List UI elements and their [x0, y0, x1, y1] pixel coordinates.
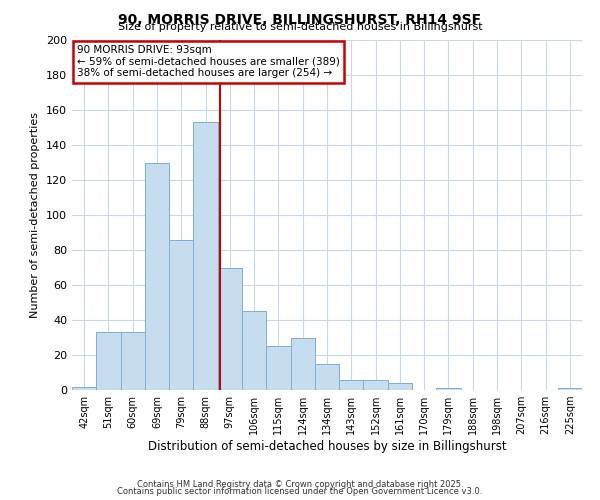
X-axis label: Distribution of semi-detached houses by size in Billingshurst: Distribution of semi-detached houses by … — [148, 440, 506, 453]
Text: Size of property relative to semi-detached houses in Billingshurst: Size of property relative to semi-detach… — [118, 22, 482, 32]
Bar — [364, 380, 388, 390]
Bar — [145, 162, 169, 390]
Bar — [315, 364, 339, 390]
Bar — [339, 380, 364, 390]
Bar — [193, 122, 218, 390]
Bar — [558, 388, 582, 390]
Bar — [169, 240, 193, 390]
Bar — [72, 386, 96, 390]
Bar — [266, 346, 290, 390]
Bar — [121, 332, 145, 390]
Title: 90, MORRIS DRIVE, BILLINGSHURST, RH14 9SF
Size of property relative to semi-deta: 90, MORRIS DRIVE, BILLINGSHURST, RH14 9S… — [0, 499, 1, 500]
Bar — [96, 332, 121, 390]
Bar — [388, 383, 412, 390]
Bar — [290, 338, 315, 390]
Bar — [242, 311, 266, 390]
Y-axis label: Number of semi-detached properties: Number of semi-detached properties — [31, 112, 40, 318]
Bar — [436, 388, 461, 390]
Bar — [218, 268, 242, 390]
Text: Contains public sector information licensed under the Open Government Licence v3: Contains public sector information licen… — [118, 487, 482, 496]
Text: 90, MORRIS DRIVE, BILLINGSHURST, RH14 9SF: 90, MORRIS DRIVE, BILLINGSHURST, RH14 9S… — [118, 12, 482, 26]
Text: 90 MORRIS DRIVE: 93sqm
← 59% of semi-detached houses are smaller (389)
38% of se: 90 MORRIS DRIVE: 93sqm ← 59% of semi-det… — [77, 46, 340, 78]
Text: Contains HM Land Registry data © Crown copyright and database right 2025.: Contains HM Land Registry data © Crown c… — [137, 480, 463, 489]
